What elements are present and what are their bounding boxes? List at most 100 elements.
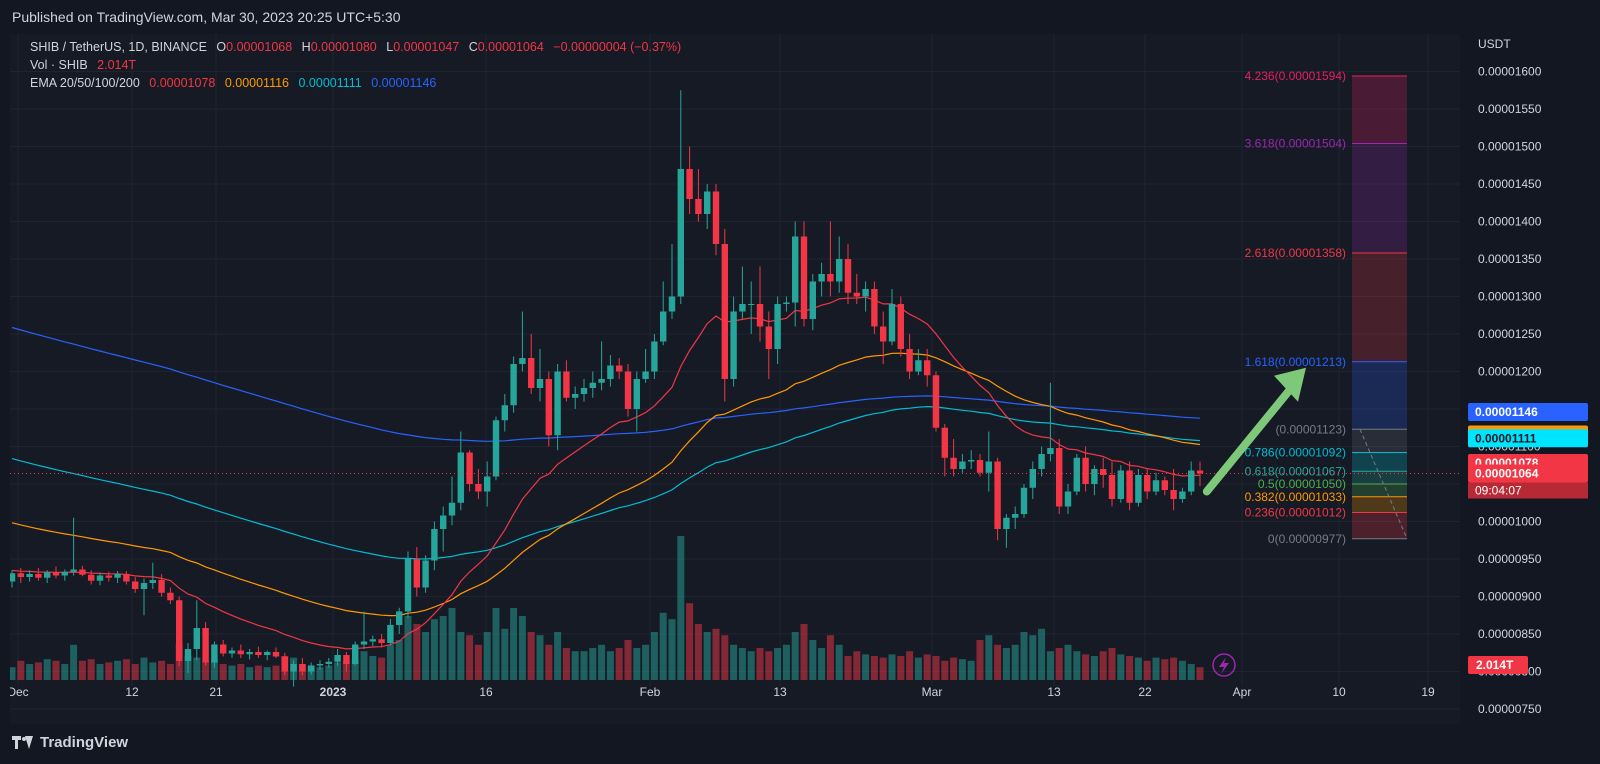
volume-bar (149, 662, 157, 680)
candle-body (959, 461, 966, 469)
candle-body (739, 304, 746, 312)
volume-bar (501, 628, 509, 680)
volume-bar (439, 616, 447, 680)
volume-bar (448, 608, 456, 680)
candle-body (466, 452, 473, 484)
volume-bar (659, 612, 667, 680)
x-axis-tick-label: Mar (922, 685, 943, 699)
volume-bar (78, 660, 86, 680)
volume-bar (580, 651, 588, 680)
candle-body (316, 664, 324, 666)
candle-body (1188, 470, 1195, 492)
volume-bar (404, 616, 412, 680)
candle-body (536, 379, 544, 388)
candle-body (563, 371, 570, 398)
candle-body (413, 559, 420, 588)
symbol-label[interactable]: SHIB / TetherUS, 1D, BINANCE (30, 40, 207, 54)
candle-body (369, 639, 376, 642)
candle-body (290, 664, 297, 672)
volume-bar (738, 648, 746, 680)
candle-body (88, 574, 95, 581)
candle-body (343, 655, 350, 664)
candle-body (809, 281, 816, 319)
candle-body (695, 199, 702, 214)
candle-body (237, 650, 244, 655)
candle-body (1135, 475, 1142, 503)
candle-body (484, 476, 491, 492)
volume-bar (835, 644, 843, 680)
candle-body (96, 575, 104, 581)
price-badge-label: 0.00001064 (1475, 467, 1539, 481)
chart-area[interactable]: 4.236(0.00001594) 3.618(0.00001504) 2.618(… (7, 34, 1600, 724)
volume-bar (272, 665, 280, 680)
tradingview-logo-icon (12, 735, 34, 750)
volume-bar (862, 654, 870, 680)
candle-body (607, 365, 614, 379)
candle-body (721, 244, 728, 379)
volume-bar (932, 656, 940, 680)
volume-bar (967, 660, 975, 680)
volume-bar (598, 644, 606, 680)
fib-zone (1352, 253, 1407, 362)
candle-body (941, 427, 948, 458)
volume-bar (879, 657, 887, 680)
close-value: 0.00001064 (477, 40, 544, 54)
candle-body (1170, 490, 1177, 499)
volume-bar (263, 667, 271, 680)
tradingview-logo[interactable]: TradingView (12, 734, 128, 751)
candle-body (968, 460, 975, 462)
candle-body (712, 191, 720, 244)
candle-body (272, 652, 280, 657)
change-value: −0.00000004 (−0.37%) (553, 40, 682, 54)
candle-body (448, 502, 456, 516)
volume-bar (219, 664, 227, 680)
y-axis-tick-label: 0.00001200 (1478, 365, 1542, 379)
y-axis-tick-label: 0.00001000 (1478, 515, 1542, 529)
volume-bar (52, 660, 60, 680)
ema-label[interactable]: EMA 20/50/100/200 (30, 76, 140, 90)
candle-body (1082, 457, 1089, 484)
volume-bar (897, 656, 905, 680)
candle-body (255, 652, 262, 655)
lightning-icon (1219, 657, 1229, 674)
y-axis-tick-label: 0.00001250 (1478, 327, 1542, 341)
candle-body (528, 358, 535, 388)
candle-body (1091, 469, 1098, 484)
volume-bar (994, 644, 1002, 680)
candle-body (818, 274, 825, 282)
volume-bar (818, 648, 826, 680)
candle-body (1126, 470, 1133, 503)
volume-bar (237, 664, 245, 680)
volume-bar (765, 651, 773, 680)
x-axis-tick-label: 16 (479, 685, 493, 699)
ema200-line (11, 326, 1201, 442)
x-axis-tick-label: 10 (1332, 685, 1346, 699)
close-label: C (468, 40, 478, 54)
candle-body (748, 304, 755, 305)
volume-bar (254, 665, 262, 680)
x-axis-tick-label: 13 (773, 685, 787, 699)
candle-body (26, 574, 33, 577)
candle-body (308, 665, 315, 672)
price-badge (1468, 429, 1588, 448)
volume-label[interactable]: Vol · SHIB (30, 58, 88, 72)
fib-zone (1352, 76, 1407, 144)
volume-bar (941, 660, 949, 680)
fib-level-label: 0.786(0.00001092) (1245, 446, 1346, 460)
volume-bar (1108, 648, 1116, 680)
y-axis-tick-label: 0.00001550 (1478, 102, 1542, 116)
candle-body (1117, 470, 1124, 499)
volume-bar (914, 657, 922, 680)
candle-body (158, 580, 165, 593)
x-axis-tick-label: Dec (10, 685, 29, 699)
volume-bar (1099, 651, 1107, 680)
volume-bar (430, 619, 438, 680)
volume-bar (413, 624, 421, 680)
candle-body (924, 360, 931, 376)
chart-canvas[interactable]: 4.236(0.00001594) 3.618(0.00001504) 2.618(… (7, 34, 1600, 724)
fib-zone (1352, 361, 1407, 430)
candle-body (985, 461, 992, 473)
candle-body (792, 236, 799, 303)
volume-bar (985, 635, 993, 680)
candle-body (1179, 491, 1186, 499)
